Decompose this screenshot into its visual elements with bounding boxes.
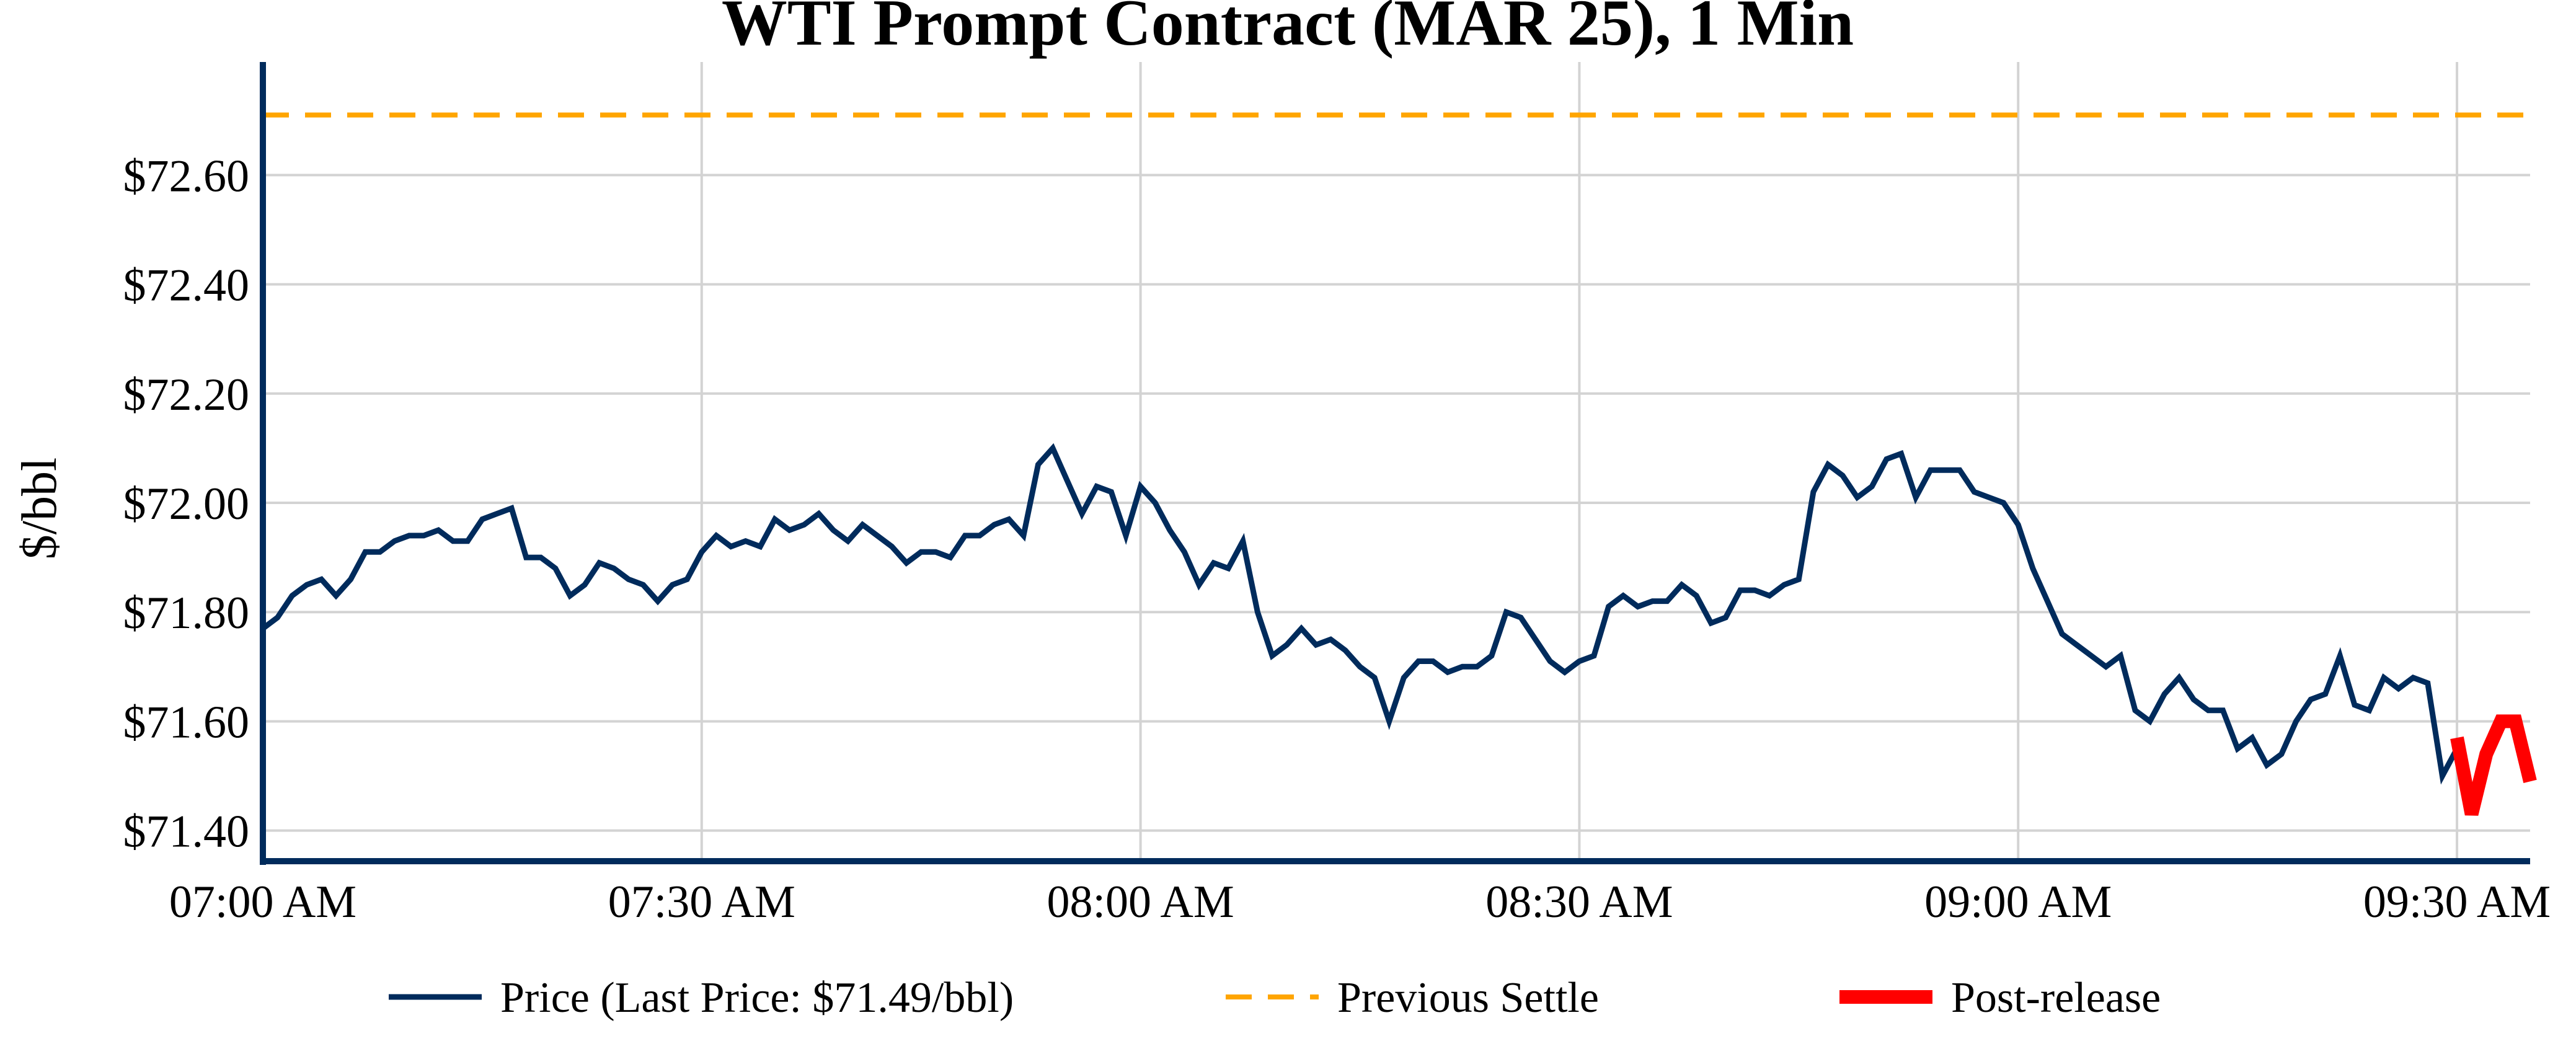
y-tick-label: $72.40 — [123, 260, 250, 311]
legend-item-post-release: Post-release — [1839, 974, 2161, 1022]
y-tick-label: $72.60 — [123, 151, 250, 202]
x-tick-label: 09:00 AM — [1924, 877, 2112, 928]
legend-label: Post-release — [1951, 974, 2161, 1022]
x-tick-label: 07:30 AM — [608, 877, 795, 928]
y-tick-labels: $71.40 $71.60 $71.80 $72.00 $72.20 $72.40 $72.… — [123, 151, 250, 857]
legend-label: Price (Last Price: $71.49/bbl) — [500, 974, 1014, 1022]
series-layer — [261, 112, 2537, 816]
legend: Price (Last Price: $71.49/bbl) Previous S… — [389, 974, 2161, 1022]
chart-title: WTI Prompt Contract (MAR 25), 1 Min — [722, 0, 1854, 59]
y-tick-label: $72.20 — [123, 370, 250, 420]
post-release-line — [2450, 714, 2537, 816]
y-tick-label: $72.00 — [123, 479, 250, 529]
y-tick-label: $71.60 — [123, 697, 250, 748]
y-tick-label: $71.40 — [123, 807, 250, 857]
x-tick-label: 08:00 AM — [1047, 877, 1234, 928]
x-tick-label: 07:00 AM — [169, 877, 356, 928]
x-tick-labels: 07:00 AM 07:30 AM 08:00 AM 08:30 AM 09:00 AM… — [169, 877, 2551, 928]
y-axis-label: $/bbl — [12, 458, 67, 559]
y-tick-label: $71.80 — [123, 588, 250, 639]
axes — [260, 62, 2530, 865]
x-tick-label: 08:30 AM — [1485, 877, 1673, 928]
gridlines — [262, 62, 2530, 861]
legend-label: Previous Settle — [1337, 974, 1599, 1022]
legend-item-previous-settle: Previous Settle — [1226, 974, 1599, 1022]
legend-item-price: Price (Last Price: $71.49/bbl) — [389, 974, 1014, 1022]
x-tick-label: 09:30 AM — [2363, 877, 2551, 928]
